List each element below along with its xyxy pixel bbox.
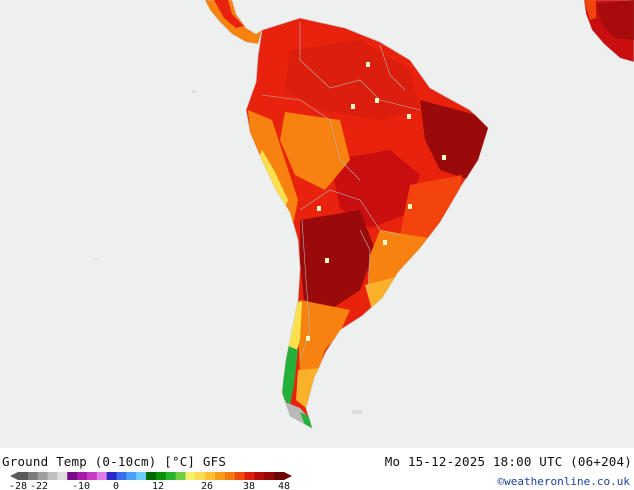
africa-hot-core	[596, 0, 634, 40]
central-america-hot	[214, 0, 244, 28]
amazon-red	[285, 40, 420, 120]
islands	[95, 90, 362, 414]
legend-swatch	[215, 472, 226, 480]
legend-swatch	[57, 472, 68, 480]
western-amazon-orange	[280, 112, 350, 190]
coast-yellow	[258, 150, 288, 210]
legend-swatch	[96, 472, 108, 480]
legend-swatch	[264, 472, 275, 480]
country-borders	[261, 22, 421, 361]
map-markers	[306, 62, 446, 341]
legend-swatch	[37, 472, 48, 480]
legend-tick-label: 38	[243, 481, 255, 490]
map-timestamp: Mo 15-12-2025 18:00 UTC (06+204)	[384, 454, 632, 469]
legend-swatch	[77, 472, 88, 480]
legend-tick-label: 48	[278, 481, 290, 490]
map-title: Ground Temp (0-10cm) [°C] GFS	[2, 454, 227, 469]
legend-swatch	[185, 472, 196, 480]
legend-arrow-high	[284, 472, 292, 480]
legend-swatches	[10, 472, 292, 480]
credit-link[interactable]: ©weatheronline.co.uk	[497, 475, 630, 488]
legend-swatch	[195, 472, 206, 480]
legend-swatch	[175, 472, 186, 480]
legend-tick-label: 26	[201, 481, 213, 490]
legend-swatch	[106, 472, 117, 480]
legend-swatch	[126, 472, 137, 480]
legend-swatch	[155, 472, 167, 480]
legend-tick-label: -10	[72, 481, 90, 490]
footer-bar: Ground Temp (0-10cm) [°C] GFS Mo 15-12-2…	[0, 448, 634, 490]
temperature-field	[248, 40, 488, 428]
color-legend: -28 -22 -10 0 12 26 38 48	[10, 472, 292, 490]
patagonia-orange	[298, 300, 350, 372]
southern-chile-green	[282, 345, 298, 405]
africa-orange-rim	[584, 0, 596, 20]
legend-swatch	[27, 472, 39, 480]
legend-swatch	[234, 472, 245, 480]
legend-swatch	[224, 472, 236, 480]
legend-tick-label: -28	[10, 481, 27, 490]
legend-swatch	[47, 472, 58, 480]
legend-swatch	[146, 472, 157, 480]
legend-swatch	[165, 472, 177, 480]
legend-ticks: -28 -22 -10 0 12 26 38 48	[10, 481, 290, 490]
legend-tick-label: 12	[152, 481, 164, 490]
northeast-brazil-hot	[420, 100, 488, 180]
legend-arrow-low	[10, 472, 18, 480]
legend-swatch	[274, 472, 285, 480]
legend-swatch	[18, 472, 29, 480]
legend-swatch	[254, 472, 265, 480]
weather-map	[0, 0, 634, 448]
legend-swatch	[116, 472, 127, 480]
chaco-argentina-hot	[300, 210, 375, 310]
legend-swatch	[205, 472, 216, 480]
legend-swatch	[67, 472, 78, 480]
legend-tick-label: -22	[30, 481, 48, 490]
legend-swatch	[86, 472, 98, 480]
east-brazil-orange	[400, 175, 462, 240]
legend-swatch	[244, 472, 255, 480]
central-brazil-hot	[330, 150, 420, 228]
legend-swatch	[136, 472, 147, 480]
legend-tick-label: 0	[113, 481, 119, 490]
